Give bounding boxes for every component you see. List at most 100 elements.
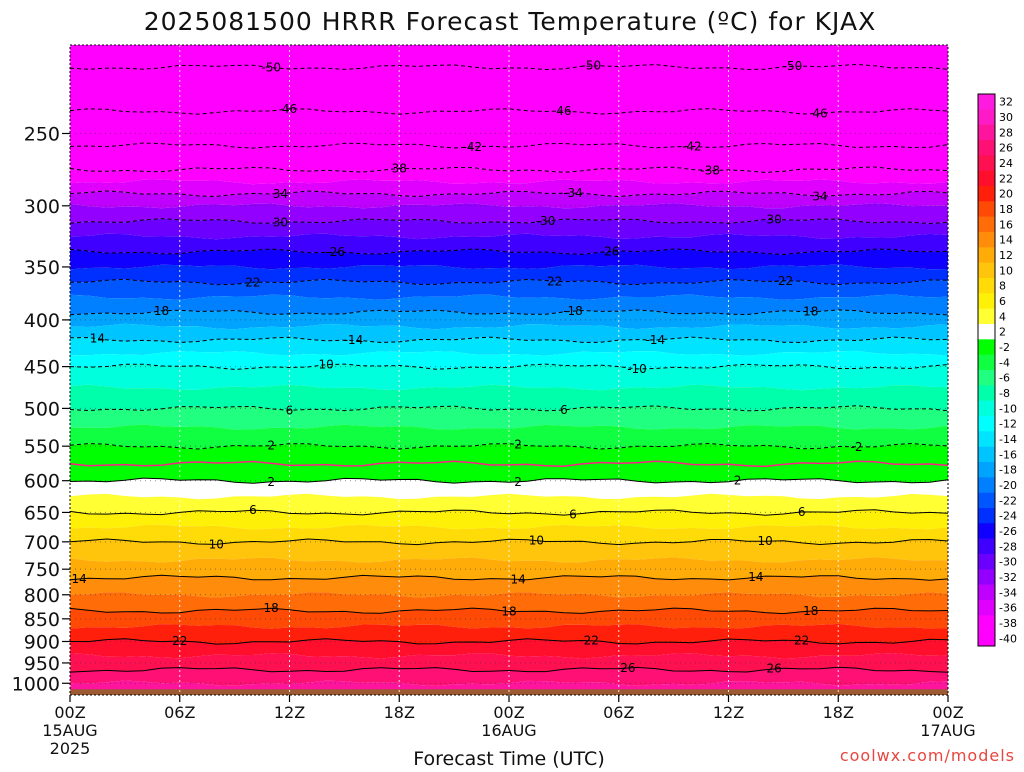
- colorbar-swatch: [978, 370, 995, 386]
- contour-line: [70, 638, 948, 645]
- contour-label: 2: [267, 439, 275, 453]
- colorbar-swatch: [978, 584, 995, 601]
- color-band: [70, 279, 948, 300]
- x-tick-label: 12Z: [274, 703, 305, 722]
- x-tick-label: 06Z: [164, 703, 195, 722]
- x-axis-label: Forecast Time (UTC): [413, 748, 604, 768]
- colorbar-label: 10: [999, 264, 1013, 277]
- colorbar-swatch: [978, 416, 995, 432]
- colorbar-label: -24: [999, 510, 1017, 523]
- x-tick-label: 00Z: [54, 703, 85, 722]
- contour-label: -10: [627, 362, 647, 376]
- colorbar-swatch: [978, 170, 995, 187]
- chart-title: 2025081500 HRRR Forecast Temperature (ºC…: [144, 7, 876, 36]
- contour-label: -14: [344, 333, 364, 347]
- contour-label: 6: [569, 508, 577, 522]
- colorbar-swatch: [978, 508, 995, 524]
- contour-label: -26: [325, 245, 345, 259]
- contour-label: 22: [172, 634, 187, 648]
- contour-line: [70, 460, 948, 468]
- contour-label: 6: [798, 505, 806, 519]
- contour-label: -2: [851, 440, 863, 454]
- contour-label: 14: [510, 573, 525, 587]
- colorbar-swatch: [978, 462, 995, 478]
- colorbar-label: -8: [999, 387, 1010, 400]
- color-band: [70, 509, 948, 530]
- colorbar-swatch: [978, 186, 995, 202]
- colorbar-label: 8: [999, 280, 1006, 293]
- x-tick-label: 00Z: [932, 703, 963, 722]
- colorbar-swatch: [978, 155, 995, 171]
- colorbar-swatch: [978, 278, 995, 294]
- x-tick-label: 18Z: [384, 703, 415, 722]
- color-band: [70, 638, 948, 659]
- colorbar-swatch: [978, 262, 995, 279]
- color-band: [70, 524, 948, 545]
- color-band: [70, 323, 948, 343]
- colorbar-swatch: [978, 630, 995, 647]
- colorbar-label: 20: [999, 188, 1013, 201]
- contour-label: 46: [812, 107, 827, 121]
- colorbar-swatch: [978, 400, 995, 417]
- colorbar: 32 30 28 26 24 22 20 18 16 14 12 10 8 6 4 2 -2 -4 -6 -8 -10 -…: [977, 93, 1017, 647]
- y-tick-label: 850: [24, 609, 60, 631]
- colorbar-label: -28: [999, 540, 1017, 553]
- colorbar-swatch: [978, 324, 995, 340]
- ground-strip: [70, 689, 948, 695]
- colorbar-label: -20: [999, 479, 1017, 492]
- contour-line: [70, 538, 948, 546]
- contour-label: 18: [154, 304, 169, 318]
- color-band: [70, 233, 948, 255]
- x-tick-label: 12Z: [713, 703, 744, 722]
- contour-label: -42: [682, 139, 702, 153]
- contour-label: 18: [803, 604, 818, 618]
- colorbar-swatch: [978, 293, 995, 309]
- contour-label: 18: [501, 605, 516, 619]
- color-band: [70, 623, 948, 645]
- contour-label: 18: [803, 305, 818, 319]
- contour-label: -22: [774, 274, 794, 288]
- contour-label: 2: [267, 475, 275, 489]
- contour-label: 22: [794, 634, 809, 648]
- colorbar-label: 6: [999, 295, 1006, 308]
- colorbar-swatch: [978, 523, 995, 539]
- contour-label: 22: [245, 275, 260, 289]
- colorbar-label: 22: [999, 172, 1013, 185]
- y-tick-label: 700: [24, 532, 60, 554]
- colorbar-label: -26: [999, 525, 1017, 538]
- x-tick-label: 06Z: [603, 703, 634, 722]
- colorbar-label: -12: [999, 418, 1017, 431]
- contour-label: 2: [514, 438, 522, 452]
- contour-label: 22: [547, 274, 562, 288]
- colorbar-label: 2: [999, 326, 1006, 339]
- contour-label: 2: [734, 474, 742, 488]
- colorbar-swatch: [978, 600, 995, 616]
- y-tick-label: 650: [24, 502, 60, 524]
- contour-line: [70, 574, 948, 581]
- colorbar-label: -4: [999, 356, 1010, 369]
- color-band: [70, 608, 948, 629]
- contour-label: 30: [767, 212, 782, 226]
- colorbar-label: -22: [999, 494, 1017, 507]
- contour-label: -18: [563, 304, 583, 318]
- colorbar-label: 28: [999, 126, 1013, 139]
- contour-label: -26: [600, 244, 620, 258]
- y-tick-label: 950: [24, 653, 60, 675]
- colorbar-label: 26: [999, 142, 1013, 155]
- y-tick-label: 550: [24, 436, 60, 458]
- colorbar-swatch: [978, 354, 995, 371]
- colorbar-label: 24: [999, 157, 1013, 170]
- x-tick-year-label: 2025: [50, 739, 91, 758]
- contour-label: 14: [748, 570, 763, 584]
- colorbar-label: -18: [999, 464, 1017, 477]
- colorbar-swatch: [978, 308, 995, 325]
- colorbar-swatch: [978, 339, 995, 355]
- contour-label: 46: [556, 104, 571, 118]
- colorbar-swatch: [978, 94, 995, 110]
- contour-label: 18: [264, 601, 279, 615]
- contour-label: -30: [536, 214, 556, 228]
- color-band: [70, 653, 948, 673]
- grid: [69, 45, 949, 695]
- colorbar-swatch: [978, 201, 995, 217]
- contour-label: 2: [514, 475, 522, 489]
